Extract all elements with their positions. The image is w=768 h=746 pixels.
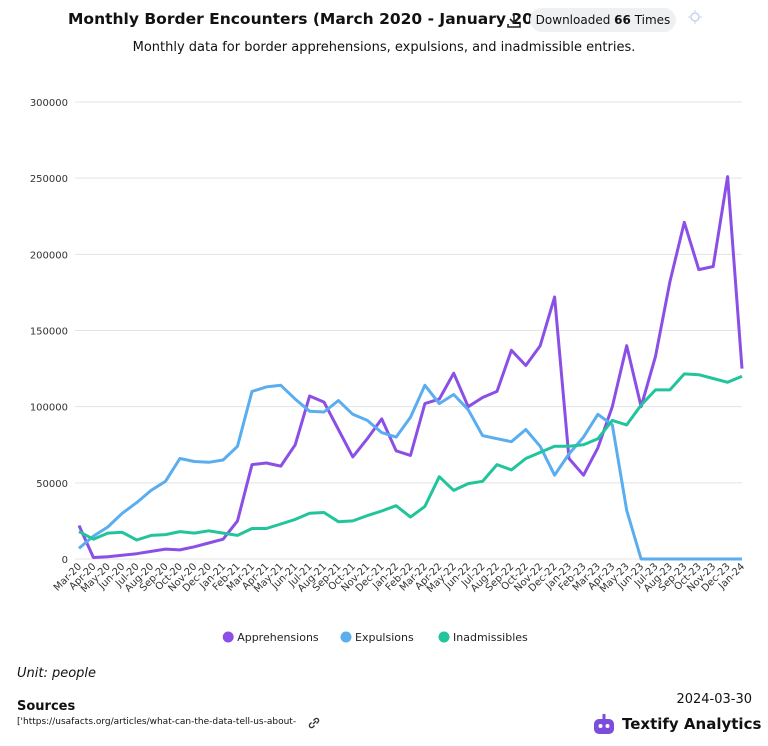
badge-prefix: Downloaded (535, 13, 611, 27)
legend-marker (222, 631, 234, 643)
series-line (77, 175, 744, 559)
download-badge: Downloaded 66 Times (530, 8, 676, 32)
y-tick-label: 0 (62, 555, 68, 566)
legend-marker (438, 631, 450, 643)
unit: Unit: people (17, 666, 97, 681)
y-tick-label: 50000 (36, 479, 68, 490)
legend-label: Inadmissibles (453, 631, 528, 644)
brand: Textify Analytics (622, 715, 762, 733)
badge-count: 66 (614, 13, 631, 27)
y-tick-label: 150000 (30, 327, 68, 338)
y-tick-label: 100000 (30, 403, 68, 414)
badge-suffix: Times (634, 13, 671, 27)
legend-marker (340, 631, 352, 643)
settings-icon[interactable] (687, 9, 703, 25)
legend-label: Apprehensions (237, 631, 319, 644)
y-tick-label: 200000 (30, 250, 68, 261)
subtitle: Monthly data for border apprehensions, e… (132, 40, 636, 55)
chart: 050000100000150000200000250000300000Mar-… (30, 98, 747, 644)
download-icon[interactable] (505, 11, 523, 29)
series-line (78, 372, 743, 542)
title: Monthly Border Encounters (March 2020 - … (68, 10, 562, 28)
series-line (78, 383, 742, 561)
sources-title: Sources (17, 699, 76, 714)
source-link[interactable]: ['https://usafacts.org/articles/what-can… (17, 717, 297, 727)
brand-logo (594, 714, 614, 734)
link-icon[interactable] (307, 716, 321, 730)
y-tick-label: 300000 (30, 98, 68, 109)
y-tick-label: 250000 (30, 174, 68, 185)
date: 2024-03-30 (676, 692, 752, 707)
legend-label: Expulsions (355, 631, 414, 644)
